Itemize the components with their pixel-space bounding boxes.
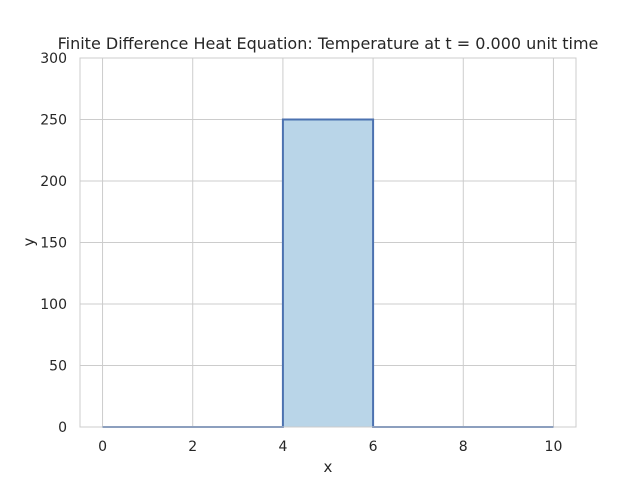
- y-tick-label: 100: [40, 297, 67, 313]
- y-tick-label: 250: [40, 113, 67, 129]
- y-axis-label: y: [20, 237, 38, 246]
- x-tick-labels: 0 2 4 6 8 10: [98, 439, 562, 455]
- series-area-fill: [102, 119, 554, 427]
- y-tick-label: 150: [40, 236, 67, 252]
- x-tick-label: 8: [459, 439, 468, 455]
- y-tick-label: 50: [49, 359, 67, 375]
- y-tick-label: 0: [58, 420, 67, 436]
- chart-title: Finite Difference Heat Equation: Tempera…: [58, 34, 599, 53]
- x-tick-label: 10: [545, 439, 563, 455]
- y-tick-label: 200: [40, 174, 67, 190]
- x-axis-label: x: [324, 458, 333, 476]
- x-tick-label: 0: [98, 439, 107, 455]
- x-tick-label: 6: [369, 439, 378, 455]
- y-tick-labels: 0 50 100 150 200 250 300: [40, 51, 67, 436]
- axes-frame: [79, 57, 577, 428]
- y-tick-label: 300: [40, 51, 67, 67]
- x-tick-label: 4: [278, 439, 287, 455]
- x-tick-label: 2: [188, 439, 197, 455]
